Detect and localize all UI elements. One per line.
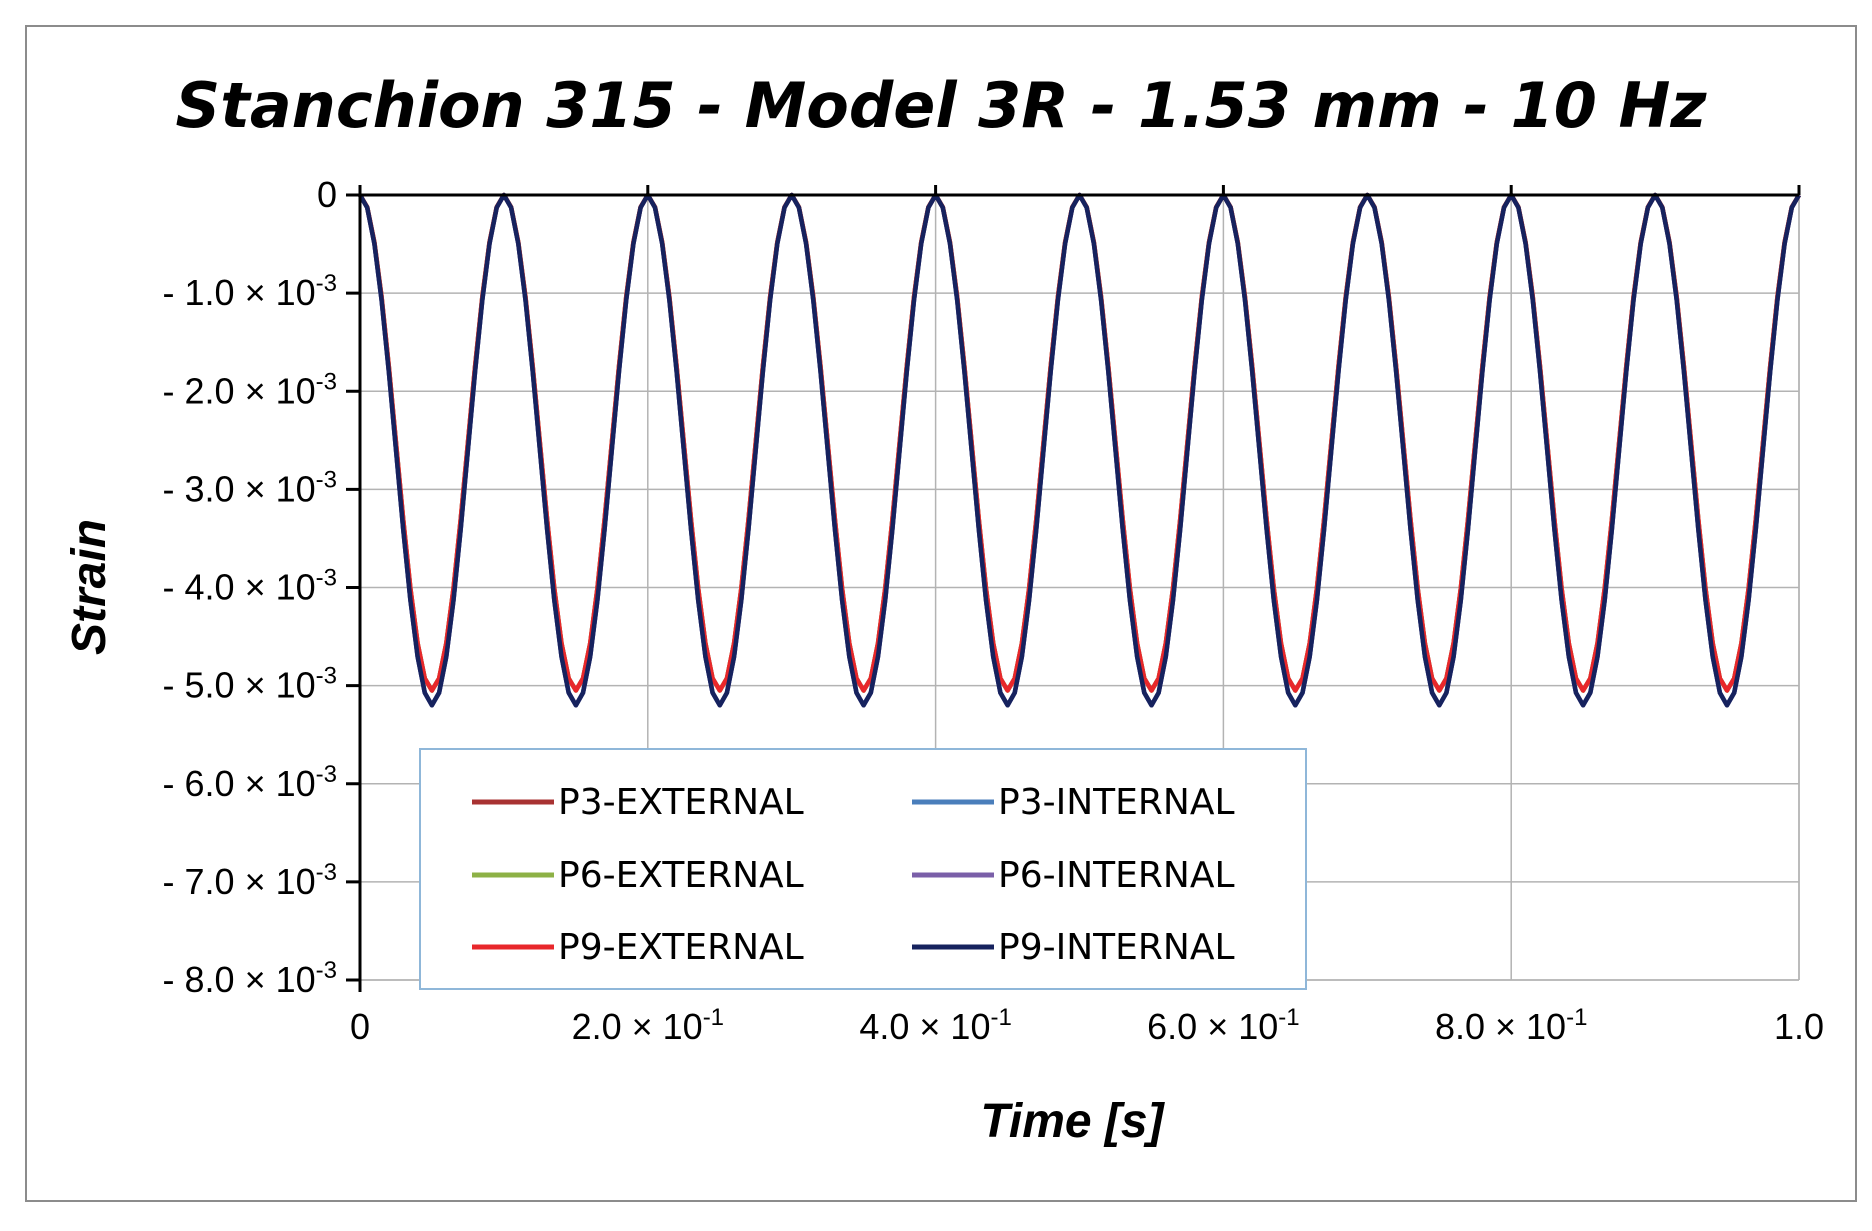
x-axis-title: Time [s] bbox=[980, 1095, 1165, 1148]
legend: P3-EXTERNAL P3-INTERNAL P6-EXTERNAL P6-INTE… bbox=[419, 748, 1307, 990]
legend-label-p6-external: P6-EXTERNAL bbox=[558, 855, 804, 896]
series-layer bbox=[358, 192, 1801, 708]
y-axis-title: Strain bbox=[63, 519, 116, 655]
x-tick-label-1: 2.0 × 10-1 bbox=[572, 1004, 724, 1047]
y-tick-label-0: 0 bbox=[317, 174, 337, 215]
y-tick-label-1: - 1.0 × 10-3 bbox=[163, 270, 337, 313]
y-tick-label-3: - 3.0 × 10-3 bbox=[163, 466, 337, 509]
x-tick-label-2: 4.0 × 10-1 bbox=[859, 1004, 1011, 1047]
series-line-p9-external bbox=[358, 192, 1801, 693]
chart-frame: Stanchion 315 - Model 3R - 1.53 mm - 10 … bbox=[25, 25, 1857, 1202]
y-tick-label-5: - 5.0 × 10-3 bbox=[163, 663, 337, 706]
x-tick-labels: 0 2.0 × 10-1 4.0 × 10-1 6.0 × 10-1 8.0 × 10-… bbox=[350, 1004, 1824, 1047]
y-tick-label-6: - 6.0 × 10-3 bbox=[163, 761, 337, 804]
strain-chart: Stanchion 315 - Model 3R - 1.53 mm - 10 … bbox=[63, 69, 1824, 1148]
x-tick-label-5: 1.0 bbox=[1774, 1006, 1824, 1047]
legend-box bbox=[419, 748, 1307, 990]
x-tick-label-3: 6.0 × 10-1 bbox=[1147, 1004, 1299, 1047]
x-tick-label-0: 0 bbox=[350, 1006, 370, 1047]
y-tick-label-7: - 7.0 × 10-3 bbox=[163, 859, 337, 902]
y-tick-labels: 0 - 1.0 × 10-3 - 2.0 × 10-3 - 3.0 × 10-3 - 4… bbox=[163, 174, 337, 1000]
legend-label-p6-internal: P6-INTERNAL bbox=[998, 855, 1235, 896]
y-tick-label-8: - 8.0 × 10-3 bbox=[163, 957, 337, 1000]
legend-label-p9-internal: P9-INTERNAL bbox=[998, 927, 1235, 968]
series-line-p3-internal bbox=[358, 192, 1801, 708]
series-line-p6-internal bbox=[358, 192, 1801, 708]
legend-label-p9-external: P9-EXTERNAL bbox=[558, 927, 804, 968]
y-tick-label-2: - 2.0 × 10-3 bbox=[163, 368, 337, 411]
series-line-p6-external bbox=[358, 192, 1801, 693]
series-line-p9-internal bbox=[358, 192, 1801, 708]
legend-label-p3-internal: P3-INTERNAL bbox=[998, 782, 1235, 823]
chart-title: Stanchion 315 - Model 3R - 1.53 mm - 10 … bbox=[176, 69, 1708, 142]
y-tick-label-4: - 4.0 × 10-3 bbox=[163, 565, 337, 608]
x-tick-label-4: 8.0 × 10-1 bbox=[1435, 1004, 1587, 1047]
legend-label-p3-external: P3-EXTERNAL bbox=[558, 782, 804, 823]
axes bbox=[346, 185, 1801, 992]
series-line-p3-external bbox=[358, 192, 1801, 693]
